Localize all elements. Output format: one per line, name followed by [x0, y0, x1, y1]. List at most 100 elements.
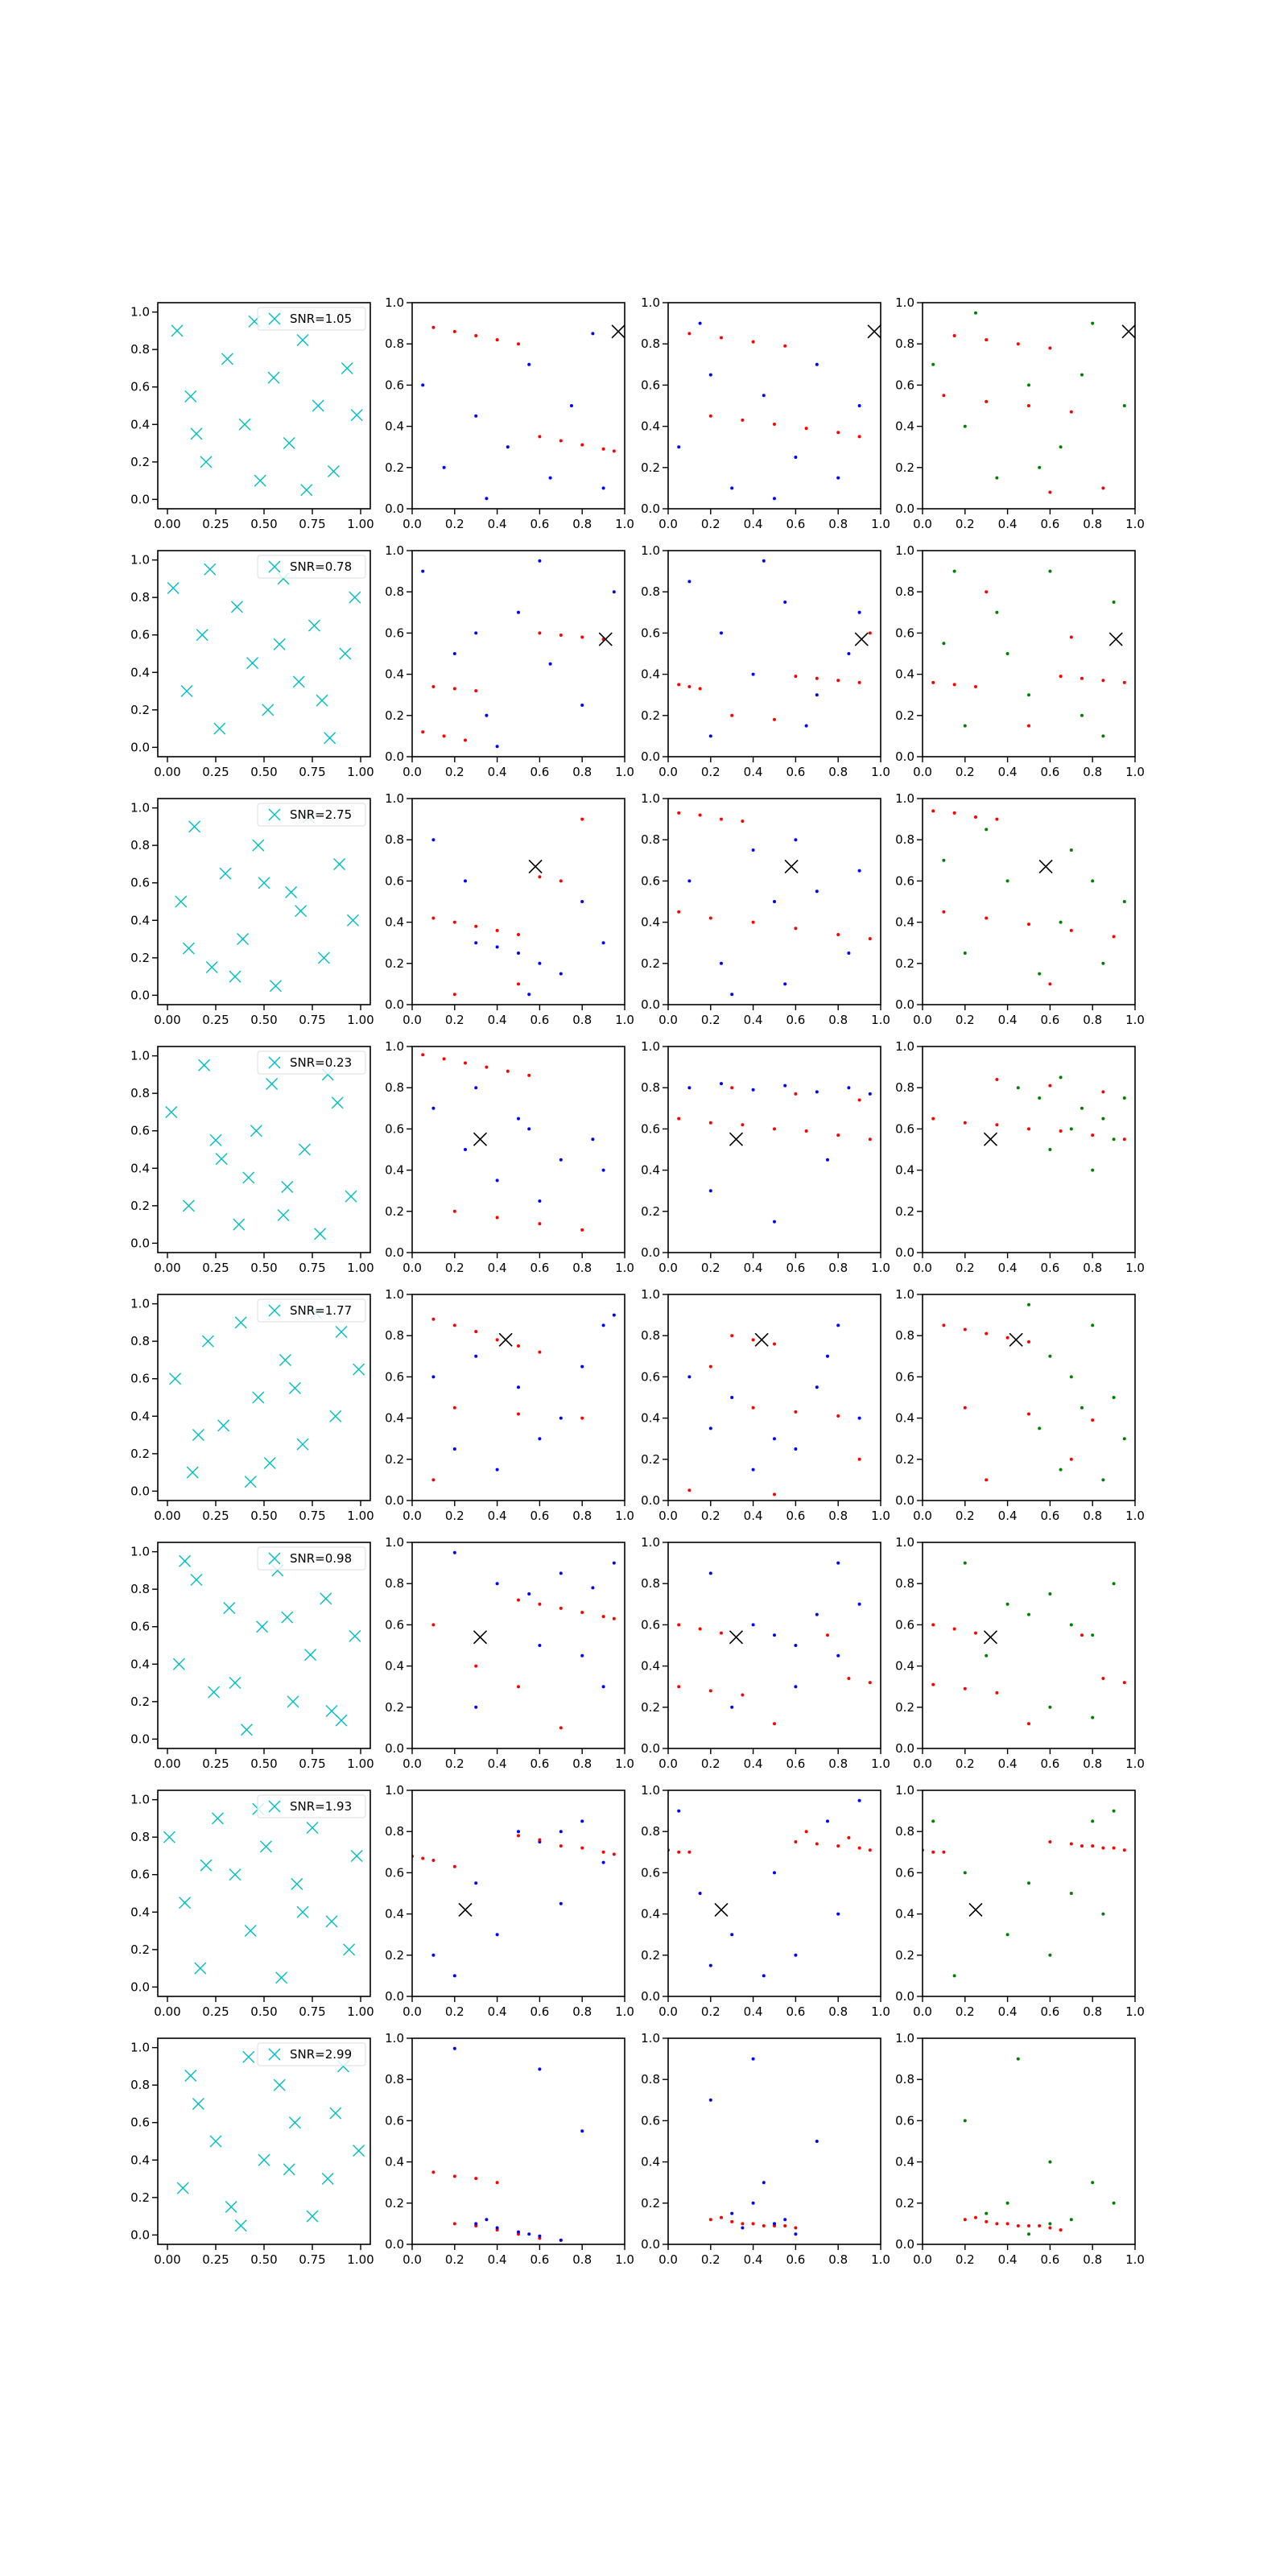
x-marker	[196, 629, 208, 642]
axes-frame	[922, 1542, 1136, 1749]
y-tick-label: 0.0	[130, 740, 150, 754]
y-tick-label: 0.0	[641, 1493, 660, 1508]
y-tick-label: 0.6	[895, 1369, 914, 1384]
x-tick-label: 1.0	[871, 1013, 890, 1027]
x-tick-label: 0.0	[658, 765, 678, 779]
x-marker-stroke	[184, 390, 197, 402]
x-tick-label: 1.00	[347, 1509, 374, 1523]
point	[847, 952, 851, 955]
legend: SNR=0.78	[257, 555, 366, 579]
x-tick-label: 0.00	[154, 2004, 180, 2019]
x-tick-label: 0.4	[998, 1757, 1018, 1771]
point	[687, 332, 691, 336]
point	[474, 689, 478, 693]
x-marker	[983, 1630, 998, 1645]
y-tick-label: 0.8	[895, 1824, 914, 1839]
x-marker	[281, 1611, 294, 1624]
x-tick-label: 0.50	[250, 765, 277, 779]
point	[495, 2226, 499, 2230]
y-tick-label: 0.8	[130, 1582, 150, 1596]
y-tick-label: 0.8	[641, 2072, 660, 2087]
point	[559, 1901, 563, 1905]
point	[857, 1846, 861, 1850]
point	[580, 2129, 584, 2133]
y-tick-label: 1.0	[895, 1535, 914, 1550]
point	[1122, 1437, 1126, 1441]
point	[527, 1073, 531, 1077]
x-marker-stroke	[169, 1373, 182, 1385]
x-marker	[314, 1228, 327, 1241]
x-tick-label: 0.0	[913, 765, 932, 779]
x-marker-stroke	[281, 1181, 294, 1194]
x-marker	[327, 464, 340, 477]
point	[601, 447, 605, 451]
legend-label: SNR=2.75	[290, 807, 352, 822]
y-tick-label: 1.0	[895, 1039, 914, 1054]
y-tick-label: 0.0	[130, 492, 150, 506]
point	[942, 394, 946, 398]
point	[931, 1623, 935, 1627]
panel: 0.00 0.25 0.50 0.75 1.00 0.0 0.2 0.4 0.6 0.8 1.0 SN…	[130, 798, 374, 1027]
x-marker	[229, 970, 242, 983]
point	[559, 2238, 563, 2242]
x-marker-stroke	[296, 334, 309, 347]
point	[751, 340, 755, 344]
point	[836, 476, 840, 480]
point	[985, 338, 989, 342]
x-tick-label: 1.0	[1125, 765, 1145, 779]
y-tick-label: 0.2	[130, 1942, 150, 1957]
point	[995, 2222, 999, 2226]
y-tick-label: 1.0	[895, 543, 914, 558]
point	[1112, 2201, 1116, 2205]
y-tick-label: 0.6	[385, 1617, 404, 1632]
plot-area	[167, 563, 361, 745]
x-marker-stroke	[201, 1335, 214, 1348]
point	[995, 610, 999, 614]
point	[538, 1222, 542, 1226]
point	[1091, 879, 1095, 883]
point	[762, 1974, 766, 1978]
y-tick-label: 0.4	[895, 1659, 914, 1674]
y-tick-label: 0.2	[641, 1700, 660, 1715]
x-tick-label: 0.6	[1040, 517, 1059, 531]
x-marker-stroke	[598, 632, 613, 646]
point	[431, 684, 436, 688]
y-tick-label: 0.6	[130, 1868, 150, 1882]
point	[985, 916, 989, 920]
x-marker-stroke	[242, 2050, 255, 2063]
x-tick-label: 0.8	[1083, 1261, 1102, 1275]
y-tick-label: 0.8	[895, 336, 914, 351]
x-marker-stroke	[205, 960, 218, 973]
x-marker-stroke	[190, 427, 203, 440]
point	[527, 1592, 531, 1596]
axes-frame	[922, 1046, 1136, 1253]
y-tick-label: 0.4	[130, 1409, 150, 1423]
point	[580, 900, 584, 903]
x-tick-label: 0.4	[744, 765, 763, 779]
y-tick-label: 0.4	[385, 1659, 404, 1674]
legend-swatch	[268, 2048, 281, 2061]
point	[1048, 1953, 1052, 1957]
point	[517, 342, 520, 346]
x-marker-stroke	[250, 1125, 262, 1137]
point	[591, 1137, 595, 1141]
point	[794, 1092, 798, 1096]
point	[730, 1933, 734, 1937]
x-marker	[186, 1466, 199, 1479]
point	[931, 809, 935, 813]
point	[591, 332, 595, 336]
point	[868, 937, 872, 941]
x-marker-stroke	[729, 1630, 744, 1645]
x-tick-label: 0.75	[299, 517, 325, 531]
x-tick-label: 0.2	[445, 1261, 464, 1275]
y-tick-label: 0.8	[895, 2072, 914, 2087]
y-tick-label: 0.2	[641, 956, 660, 971]
y-tick-label: 0.8	[641, 1080, 660, 1095]
y-tick-label: 0.8	[895, 1576, 914, 1591]
x-marker	[167, 582, 180, 595]
x-tick-label: 0.4	[744, 1757, 763, 1771]
axes-frame	[922, 1790, 1136, 1997]
x-marker	[223, 1601, 236, 1614]
panel: 0.0 0.2 0.4 0.6 0.8 1.0 0.0 0.2 0.4 0.6 0.8 1.0	[385, 1039, 634, 1275]
x-tick-label: 0.2	[701, 765, 720, 779]
